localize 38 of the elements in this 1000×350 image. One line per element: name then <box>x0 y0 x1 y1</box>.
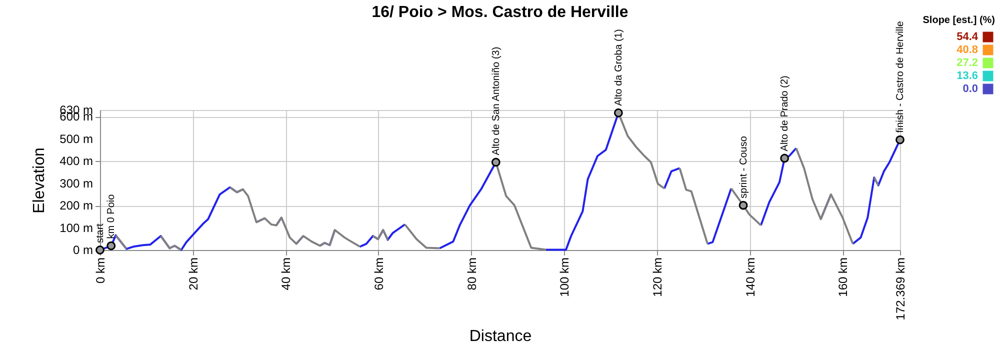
y-tick-label: 100 m <box>60 220 93 235</box>
annotation: start <box>95 223 106 243</box>
y-tick-label: 300 m <box>60 176 93 190</box>
annotation: Alto da Groba (1) <box>613 29 624 106</box>
chart-title: 16/ Poio > Mos. Castro de Herville <box>372 4 628 21</box>
x-tick-label: 60 km <box>372 258 386 290</box>
annotation: finish - Castro de Herville <box>895 20 906 133</box>
x-axis-title: Distance <box>469 328 532 346</box>
point <box>780 154 790 163</box>
y-tick-label: 400 m <box>60 154 93 168</box>
color-bar-label: 54.4 <box>956 31 979 43</box>
point <box>614 108 623 118</box>
x-tick-label: 20 km <box>186 258 200 290</box>
y-tick-label: 500 m <box>60 132 93 146</box>
color-bar-label: 40.8 <box>956 44 978 56</box>
point <box>106 241 116 250</box>
x-tick-label: 172.369 km <box>894 258 908 320</box>
color-bar-label: 13.6 <box>956 70 978 82</box>
x-tick-label: 40 km <box>279 258 294 290</box>
annotation: sprint - Couso <box>738 136 750 198</box>
annotation: Alto de San Antoniño (3) <box>490 46 502 156</box>
x-tick-label: 80 km <box>464 258 479 290</box>
point <box>896 135 904 144</box>
annotation: km 0 Poio <box>106 194 118 239</box>
y-tick-label: 0 m <box>72 243 93 257</box>
y-axis-title: Elevation <box>31 148 48 214</box>
x-tick-label: 100 km <box>558 258 572 297</box>
x-tick-label: 0 km <box>94 258 108 284</box>
point <box>738 200 748 210</box>
annotation: Alto de Prado (2) <box>780 76 791 152</box>
color-bar-label: 27.2 <box>956 57 978 69</box>
color-bar-label: 0.0 <box>962 83 978 95</box>
x-tick-label: 140 km <box>743 258 758 297</box>
point <box>491 158 500 167</box>
x-tick-label: 120 km <box>650 258 664 297</box>
color-bar-title: Slope [est.] (%) <box>922 15 995 26</box>
x-tick-label: 160 km <box>836 258 850 297</box>
y-tick-label: 200 m <box>60 198 93 213</box>
